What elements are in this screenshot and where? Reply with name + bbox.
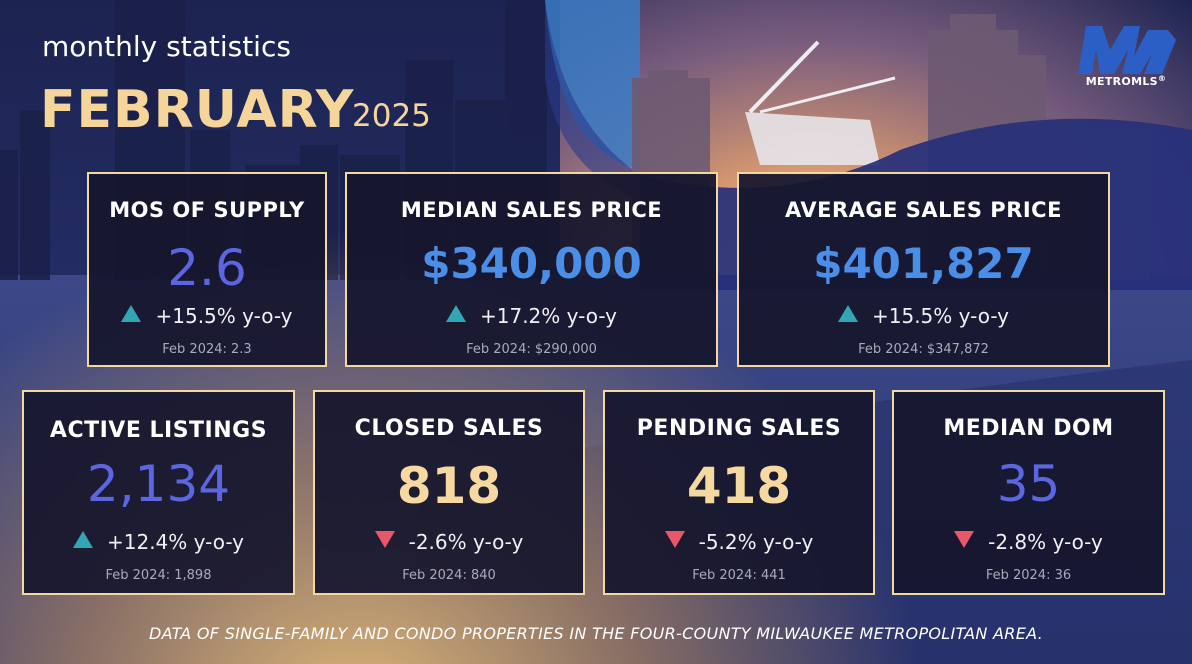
stat-title: CLOSED SALES bbox=[354, 416, 544, 441]
stat-title: MEDIAN SALES PRICE bbox=[400, 198, 663, 222]
stat-value: $401,827 bbox=[813, 239, 1034, 288]
stat-previous: Feb 2024: 1,898 bbox=[105, 568, 212, 583]
stat-previous: Feb 2024: 2.3 bbox=[162, 342, 252, 357]
stat-change: -5.2% y-o-y bbox=[605, 530, 873, 554]
stat-value: 818 bbox=[396, 457, 502, 515]
stat-title: ACTIVE LISTINGS bbox=[49, 418, 268, 443]
stat-previous: Feb 2024: $290,000 bbox=[466, 342, 597, 357]
stat-change: +15.5% y-o-y bbox=[89, 304, 325, 328]
stat-change-text: -2.6% y-o-y bbox=[408, 530, 524, 554]
stat-value: 418 bbox=[686, 457, 792, 515]
stat-card-median-sales-price: MEDIAN SALES PRICE $340,000 +17.2% y-o-y… bbox=[345, 172, 718, 367]
stat-value: 2,134 bbox=[86, 455, 231, 513]
down-triangle-icon bbox=[374, 531, 395, 548]
stat-previous: Feb 2024: 441 bbox=[692, 568, 786, 583]
stat-card-median-dom: MEDIAN DOM 35 -2.8% y-o-y Feb 2024: 36 bbox=[892, 390, 1165, 595]
down-triangle-icon bbox=[954, 531, 975, 548]
footer-note: DATA OF SINGLE-FAMILY AND CONDO PROPERTI… bbox=[148, 624, 1044, 643]
stat-change: +12.4% y-o-y bbox=[24, 530, 293, 554]
stat-change-text: +12.4% y-o-y bbox=[106, 530, 245, 554]
stat-change: +17.2% y-o-y bbox=[347, 304, 716, 328]
stat-change-text: -2.8% y-o-y bbox=[988, 530, 1103, 554]
stat-title: AVERAGE SALES PRICE bbox=[785, 198, 1062, 222]
logo-brand: METROMLS bbox=[1085, 75, 1158, 88]
stat-title: PENDING SALES bbox=[636, 416, 842, 441]
stat-title: MOS OF SUPPLY bbox=[109, 198, 305, 222]
logo-trademark: ® bbox=[1157, 74, 1167, 83]
stat-change-text: +15.5% y-o-y bbox=[155, 304, 293, 328]
stat-previous: Feb 2024: 840 bbox=[402, 568, 496, 583]
stat-previous: Feb 2024: 36 bbox=[985, 568, 1072, 583]
metromls-logo: METROMLS® bbox=[1074, 74, 1178, 88]
stat-card-mos-of-supply: MOS OF SUPPLY 2.6 +15.5% y-o-y Feb 2024:… bbox=[87, 172, 327, 367]
stat-card-closed-sales: CLOSED SALES 818 -2.6% y-o-y Feb 2024: 8… bbox=[313, 390, 585, 595]
stat-value: $340,000 bbox=[421, 239, 642, 288]
up-triangle-icon bbox=[121, 305, 142, 322]
up-triangle-icon bbox=[445, 305, 466, 322]
metromls-logo-icon bbox=[1078, 26, 1176, 74]
stat-previous: Feb 2024: $347,872 bbox=[858, 342, 989, 357]
stat-card-pending-sales: PENDING SALES 418 -5.2% y-o-y Feb 2024: … bbox=[603, 390, 875, 595]
stat-title: MEDIAN DOM bbox=[943, 416, 1114, 441]
stat-card-average-sales-price: AVERAGE SALES PRICE $401,827 +15.5% y-o-… bbox=[737, 172, 1110, 367]
up-triangle-icon bbox=[72, 531, 93, 548]
stat-change-text: +15.5% y-o-y bbox=[871, 304, 1010, 328]
month-title: FEBRUARY bbox=[40, 80, 355, 140]
stat-value: 35 bbox=[996, 455, 1061, 513]
stat-change: -2.6% y-o-y bbox=[315, 530, 583, 554]
stat-card-active-listings: ACTIVE LISTINGS 2,134 +12.4% y-o-y Feb 2… bbox=[22, 390, 295, 595]
stat-change: -2.8% y-o-y bbox=[894, 530, 1163, 554]
stat-change-text: +17.2% y-o-y bbox=[479, 304, 618, 328]
year-label: 2025 bbox=[352, 98, 431, 134]
stat-value: 2.6 bbox=[167, 239, 247, 297]
up-triangle-icon bbox=[837, 305, 858, 322]
stat-change-text: -5.2% y-o-y bbox=[698, 530, 814, 554]
stat-change: +15.5% y-o-y bbox=[739, 304, 1108, 328]
subtitle: monthly statistics bbox=[42, 30, 291, 63]
down-triangle-icon bbox=[664, 531, 685, 548]
